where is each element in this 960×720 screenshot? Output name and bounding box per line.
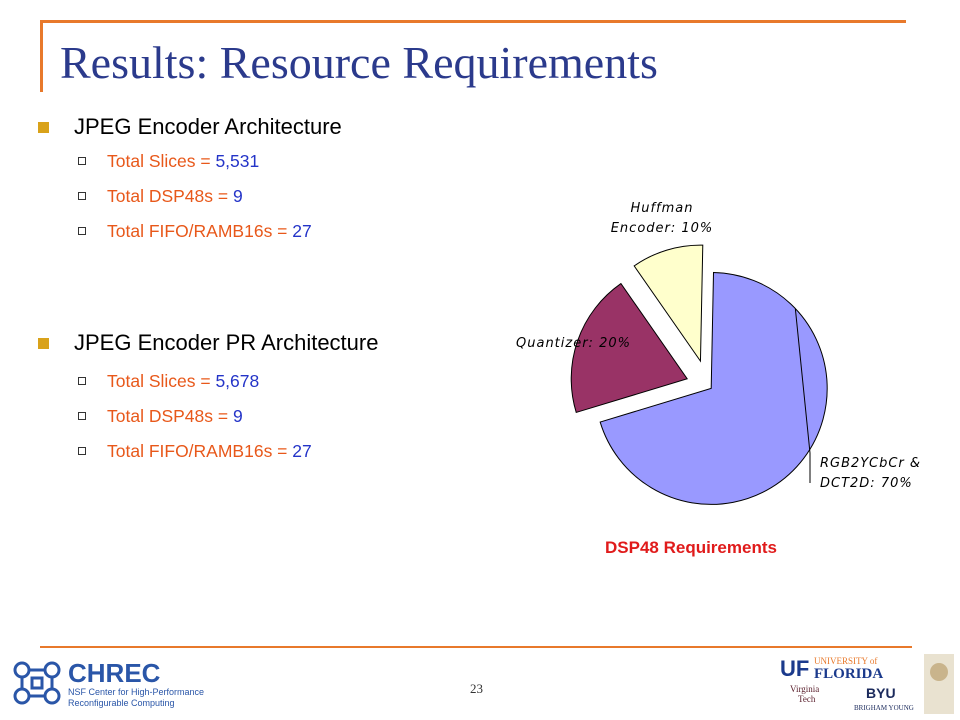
item-value: 9 bbox=[232, 406, 243, 426]
pie-slice-label: DCT2D: 70% bbox=[820, 476, 913, 491]
item-value: 5,531 bbox=[215, 151, 260, 171]
item-value: 27 bbox=[292, 221, 312, 241]
list-item: Total Slices = 5,531 bbox=[107, 151, 259, 172]
bullet-square-icon bbox=[38, 338, 49, 349]
byu-line1: BRIGHAM YOUNG bbox=[854, 704, 914, 712]
item-label: Total Slices = bbox=[107, 151, 216, 171]
chart-title: DSP48 Requirements bbox=[605, 538, 777, 557]
slide-title: Results: Resource Requirements bbox=[60, 37, 658, 88]
item-value: 9 bbox=[232, 186, 243, 206]
footer-divider bbox=[40, 646, 912, 648]
title-frame-top-line bbox=[40, 20, 906, 23]
university-logos: UF UNIVERSITY of FLORIDA Virginia Tech B… bbox=[780, 654, 954, 714]
pie-slice bbox=[633, 244, 704, 363]
item-value: 27 bbox=[292, 441, 312, 461]
list-item: Total FIFO/RAMB16s = 27 bbox=[107, 441, 312, 462]
pie-slice bbox=[599, 271, 828, 505]
item-label: Total DSP48s = bbox=[107, 406, 233, 426]
item-label: Total Slices = bbox=[107, 371, 216, 391]
list-item: Total DSP48s = 9 bbox=[107, 406, 243, 427]
item-label: Total DSP48s = bbox=[107, 186, 233, 206]
chrec-subtitle-2: Reconfigurable Computing bbox=[68, 698, 175, 708]
section-heading: JPEG Encoder Architecture bbox=[74, 114, 342, 139]
uf-line2: FLORIDA bbox=[814, 666, 883, 682]
vt-line1: Virginia bbox=[790, 684, 819, 694]
pie-slice bbox=[570, 282, 689, 414]
sub-bullet-icon bbox=[78, 447, 86, 455]
pie-slice-label: Quantizer: 20% bbox=[516, 336, 631, 351]
uf-mark: UF bbox=[780, 656, 809, 681]
list-item: Total DSP48s = 9 bbox=[107, 186, 243, 207]
sub-bullet-icon bbox=[78, 412, 86, 420]
pie-slice-label: Huffman bbox=[630, 201, 693, 216]
pie-slice-label: Encoder: 10% bbox=[611, 221, 714, 236]
title-frame-left-line bbox=[40, 20, 43, 92]
chrec-name: CHREC bbox=[68, 658, 161, 688]
gwu-portrait-face-icon bbox=[930, 663, 948, 681]
byu-mark: BYU bbox=[866, 685, 896, 701]
bullet-square-icon bbox=[38, 122, 49, 133]
item-label: Total FIFO/RAMB16s = bbox=[107, 441, 293, 461]
item-value: 5,678 bbox=[215, 371, 260, 391]
pie-slice-label: RGB2YCbCr & bbox=[820, 456, 921, 471]
section-heading: JPEG Encoder PR Architecture bbox=[74, 330, 379, 355]
uf-line1: UNIVERSITY of bbox=[814, 656, 877, 666]
sub-bullet-icon bbox=[78, 377, 86, 385]
page-number: 23 bbox=[470, 681, 483, 696]
pie-leader-line bbox=[794, 308, 811, 483]
item-label: Total FIFO/RAMB16s = bbox=[107, 221, 293, 241]
sub-bullet-icon bbox=[78, 157, 86, 165]
list-item: Total FIFO/RAMB16s = 27 bbox=[107, 221, 312, 242]
dsp48-pie-chart: RGB2YCbCr & DCT2D: 70% Quantizer: 20% Huffm… bbox=[516, 201, 921, 505]
vt-line2: Tech bbox=[798, 694, 816, 704]
chrec-logo: CHREC NSF Center for High-Performance Re… bbox=[13, 658, 204, 708]
chrec-subtitle-1: NSF Center for High-Performance bbox=[68, 687, 204, 697]
sub-bullet-icon bbox=[78, 192, 86, 200]
list-item: Total Slices = 5,678 bbox=[107, 371, 259, 392]
sub-bullet-icon bbox=[78, 227, 86, 235]
